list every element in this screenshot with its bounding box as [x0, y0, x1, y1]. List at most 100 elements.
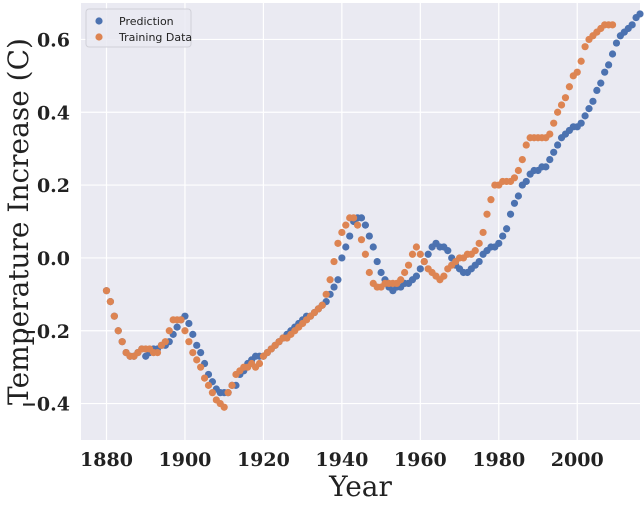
- training-data-point: [550, 119, 558, 127]
- training-data-point: [565, 83, 573, 91]
- training-data-point: [204, 381, 213, 389]
- prediction-point: [585, 105, 593, 113]
- prediction-point: [365, 232, 373, 240]
- training-data-point: [228, 381, 236, 389]
- x-tick-label: 2000: [551, 449, 604, 471]
- prediction-point: [542, 163, 550, 171]
- prediction-point: [189, 330, 197, 338]
- training-data-point: [220, 403, 228, 411]
- training-data-point: [557, 101, 566, 109]
- y-tick-label: 0.6: [37, 29, 70, 51]
- prediction-point: [357, 214, 366, 222]
- x-tick-label: 1960: [394, 449, 447, 471]
- y-tick-label: 0.0: [37, 248, 70, 270]
- x-tick-label: 1880: [80, 449, 133, 471]
- prediction-point: [173, 323, 181, 331]
- training-data-point: [518, 155, 526, 164]
- prediction-point: [373, 257, 381, 266]
- y-axis-label: Temperature Increase (C): [2, 38, 35, 405]
- x-tick-label: 1940: [315, 449, 368, 471]
- prediction-point: [605, 61, 613, 69]
- training-data-point: [510, 174, 519, 182]
- training-data-point: [161, 338, 169, 346]
- y-tick-label: −0.2: [21, 321, 70, 343]
- training-data-point: [255, 359, 264, 368]
- prediction-point: [522, 177, 530, 186]
- training-data-point: [401, 268, 409, 277]
- training-data-point: [361, 250, 370, 258]
- prediction-point: [338, 254, 346, 262]
- training-data-point: [546, 130, 554, 138]
- x-tick-label: 1980: [472, 449, 525, 471]
- prediction-point: [334, 276, 342, 284]
- training-data-point: [334, 239, 342, 247]
- training-data-point: [397, 276, 405, 284]
- training-data-point: [404, 261, 413, 269]
- x-tick-label: 1920: [237, 449, 290, 471]
- training-data-point: [153, 349, 162, 357]
- x-tick-label: 1900: [159, 449, 212, 471]
- prediction-point: [612, 39, 621, 47]
- training-data-point: [165, 327, 173, 335]
- prediction-point: [346, 232, 354, 240]
- prediction-point: [495, 239, 503, 247]
- y-tick-label: −0.4: [21, 394, 70, 416]
- training-data-point: [200, 374, 209, 382]
- training-data-point: [608, 21, 617, 29]
- prediction-point: [628, 21, 636, 29]
- training-data-point: [483, 210, 491, 218]
- training-data-point: [471, 247, 479, 255]
- training-data-point: [197, 363, 205, 371]
- training-data-point: [412, 243, 420, 251]
- prediction-point: [503, 225, 511, 233]
- prediction-point: [197, 349, 205, 357]
- training-data-point: [522, 141, 530, 149]
- prediction-point: [444, 247, 452, 255]
- training-data-point: [365, 268, 373, 277]
- prediction-point: [550, 148, 558, 156]
- prediction-point: [424, 250, 432, 258]
- training-data-point: [224, 389, 232, 397]
- prediction-point: [361, 221, 370, 229]
- training-data-point: [326, 276, 334, 284]
- prediction-point: [193, 341, 201, 349]
- prediction-point: [412, 272, 420, 280]
- legend-frame: [85, 8, 192, 48]
- prediction-point: [342, 243, 350, 251]
- training-data-point: [185, 338, 193, 346]
- prediction-point: [608, 50, 617, 58]
- prediction-point: [510, 199, 519, 207]
- training-data-point: [342, 221, 350, 229]
- training-data-point: [177, 316, 185, 324]
- legend-marker-training-data: [95, 33, 103, 41]
- prediction-point: [369, 243, 377, 251]
- training-data-point: [330, 257, 338, 266]
- prediction-point: [577, 119, 585, 127]
- training-data-point: [479, 228, 487, 237]
- prediction-point: [330, 283, 338, 291]
- legend-label-prediction: Prediction: [119, 15, 174, 28]
- training-data-point: [561, 94, 570, 102]
- x-axis-label: Year: [328, 470, 392, 503]
- training-data-point: [514, 166, 522, 175]
- training-data-point: [193, 356, 201, 364]
- training-data-point: [106, 298, 115, 306]
- prediction-point: [185, 319, 193, 328]
- training-data-point: [475, 239, 483, 247]
- training-data-point: [181, 327, 189, 335]
- training-data-point: [102, 287, 111, 295]
- prediction-point: [514, 192, 522, 200]
- training-data-point: [208, 389, 217, 397]
- training-data-point: [408, 250, 417, 258]
- training-data-point: [350, 214, 358, 222]
- training-data-point: [416, 250, 424, 258]
- prediction-point: [499, 232, 507, 240]
- training-data-point: [581, 43, 589, 51]
- prediction-point: [601, 68, 609, 76]
- legend-label-training-data: Training Data: [118, 31, 192, 44]
- training-data-point: [554, 108, 562, 116]
- prediction-point: [554, 141, 562, 149]
- training-data-point: [487, 196, 495, 204]
- prediction-point: [593, 86, 601, 94]
- prediction-point: [597, 79, 605, 87]
